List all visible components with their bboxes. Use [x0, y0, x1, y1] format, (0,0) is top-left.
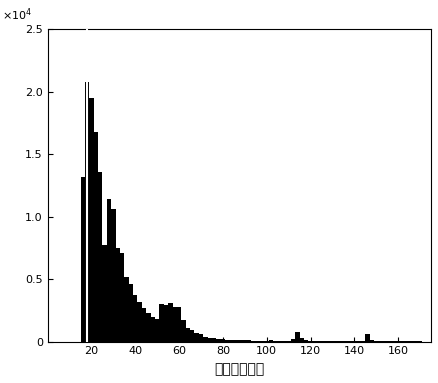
- Bar: [146, 313, 151, 342]
- Bar: [317, 341, 321, 342]
- Bar: [94, 132, 98, 342]
- Bar: [164, 305, 168, 342]
- Bar: [321, 341, 326, 342]
- Bar: [124, 277, 129, 342]
- Bar: [107, 199, 111, 342]
- Bar: [300, 338, 304, 342]
- Bar: [291, 339, 295, 342]
- Bar: [111, 209, 116, 342]
- Bar: [216, 339, 221, 342]
- Bar: [173, 307, 177, 342]
- Bar: [243, 340, 247, 342]
- Bar: [151, 317, 155, 342]
- Bar: [85, 82, 89, 342]
- Bar: [413, 341, 418, 342]
- Bar: [357, 341, 361, 342]
- Bar: [392, 341, 396, 342]
- Bar: [238, 340, 243, 342]
- Bar: [383, 341, 387, 342]
- Bar: [199, 334, 203, 342]
- Bar: [339, 341, 343, 342]
- Bar: [282, 341, 286, 342]
- Bar: [265, 341, 269, 342]
- Bar: [260, 341, 265, 342]
- Bar: [308, 341, 313, 342]
- Bar: [177, 307, 181, 342]
- Bar: [190, 331, 194, 342]
- Bar: [221, 339, 225, 342]
- Bar: [330, 341, 335, 342]
- Bar: [194, 333, 199, 342]
- Bar: [370, 340, 374, 342]
- Bar: [120, 253, 124, 342]
- Bar: [326, 341, 330, 342]
- Bar: [203, 337, 208, 342]
- Bar: [378, 341, 383, 342]
- Bar: [348, 341, 352, 342]
- Bar: [286, 341, 291, 342]
- Bar: [273, 341, 278, 342]
- Bar: [234, 340, 238, 342]
- Bar: [159, 304, 164, 342]
- Bar: [278, 341, 282, 342]
- Bar: [102, 246, 107, 342]
- Bar: [352, 341, 357, 342]
- Bar: [116, 248, 120, 342]
- Bar: [81, 177, 85, 342]
- Text: $\times 10^4$: $\times 10^4$: [2, 7, 32, 23]
- Bar: [343, 341, 348, 342]
- Bar: [387, 341, 392, 342]
- Bar: [405, 341, 409, 342]
- Bar: [374, 341, 378, 342]
- Bar: [98, 172, 102, 342]
- Bar: [247, 340, 251, 342]
- Bar: [129, 284, 133, 342]
- Bar: [396, 341, 400, 342]
- Bar: [409, 341, 413, 342]
- Bar: [186, 328, 190, 342]
- X-axis label: 时域持续时间: 时域持续时间: [214, 362, 265, 376]
- Bar: [251, 340, 256, 342]
- Bar: [181, 321, 186, 342]
- Bar: [225, 340, 230, 342]
- Bar: [365, 334, 370, 342]
- Bar: [142, 308, 146, 342]
- Bar: [89, 98, 94, 342]
- Bar: [269, 340, 273, 342]
- Bar: [361, 341, 365, 342]
- Bar: [295, 332, 300, 342]
- Bar: [133, 295, 138, 342]
- Bar: [230, 340, 234, 342]
- Bar: [155, 319, 159, 342]
- Bar: [208, 338, 212, 342]
- Bar: [138, 302, 142, 342]
- Bar: [313, 341, 317, 342]
- Bar: [418, 341, 422, 342]
- Bar: [400, 341, 405, 342]
- Bar: [304, 340, 308, 342]
- Bar: [168, 303, 173, 342]
- Bar: [256, 340, 260, 342]
- Bar: [335, 341, 339, 342]
- Bar: [212, 338, 216, 342]
